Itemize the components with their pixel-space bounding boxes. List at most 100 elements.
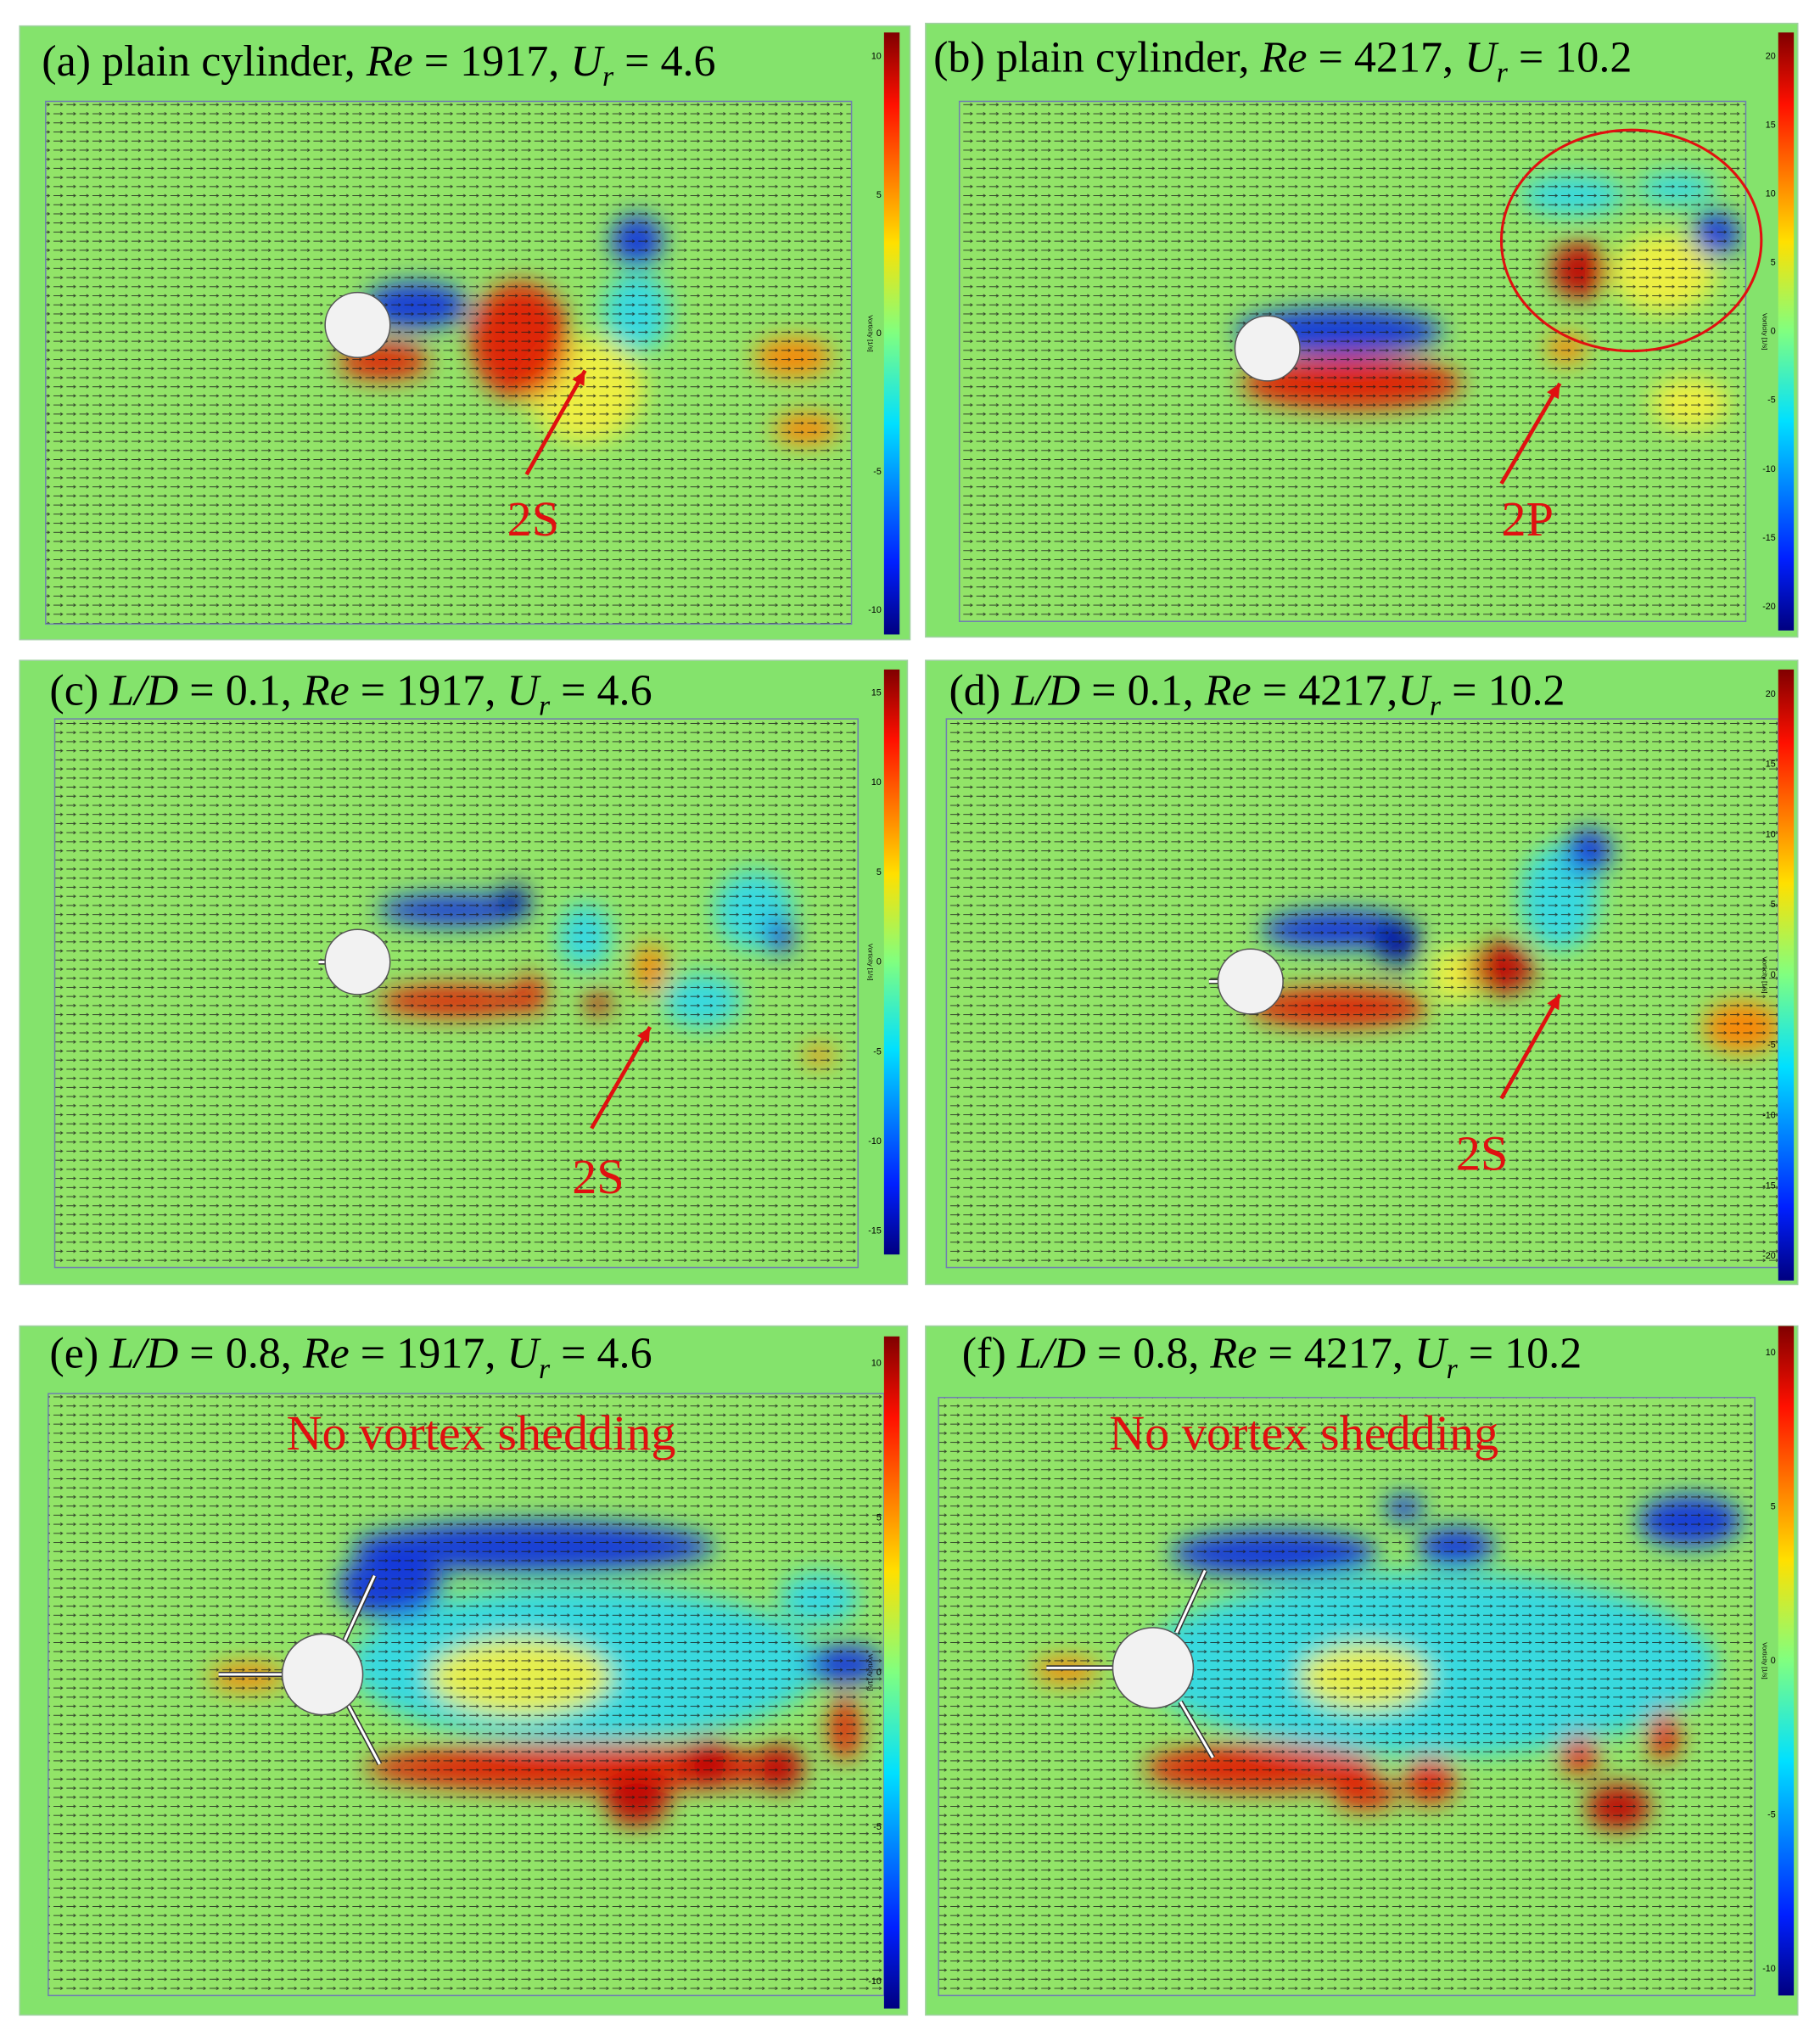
velocity-vectors <box>54 719 859 1268</box>
colorbar-tick-label: 20 <box>1766 52 1776 62</box>
colorbar-tick-label: -15 <box>868 1226 882 1236</box>
title-segment: = 4.6 <box>550 666 652 715</box>
arrow-shaft <box>1499 993 1562 1100</box>
vorticity-field <box>48 1393 884 1996</box>
colorbar-tick-label: -15 <box>1762 533 1776 543</box>
colorbar-tick-label: 10 <box>871 777 882 788</box>
velocity-vectors <box>938 1397 1756 1996</box>
colorbar-tick-label: -5 <box>1767 395 1776 406</box>
colorbar-tick-label: -5 <box>873 1822 882 1832</box>
panel: 15 10 5 0 -5 -10 -15 Vorticity [1/s] (c) L/D = 0… <box>19 659 909 1286</box>
colorbar-tick-label: -10 <box>868 605 882 615</box>
colorbar-tick-label: 0 <box>876 957 882 967</box>
cylinder <box>1112 1627 1195 1709</box>
vorticity-field <box>959 101 1746 622</box>
cylinder <box>324 291 391 359</box>
colorbar-tick-label: -5 <box>873 467 882 477</box>
colorbar-tick-label: 5 <box>1771 900 1776 910</box>
title-segment: U <box>1414 1330 1449 1378</box>
title-segment: (b) plain cylinder, <box>933 33 1260 81</box>
colorbar-tick-label: 20 <box>1766 689 1776 699</box>
title-segment: U <box>570 37 605 86</box>
colorbar-tick-label: 15 <box>871 688 882 698</box>
title-segment: U <box>507 666 541 715</box>
title-segment: = 4217, <box>1307 33 1464 81</box>
cylinder <box>1234 315 1301 382</box>
title-segment: = 4.6 <box>613 37 716 86</box>
plot-frame <box>53 718 859 1269</box>
colorbar-tick-label: 5 <box>1771 258 1776 268</box>
arrow-shaft <box>524 369 587 476</box>
colorbar <box>883 669 900 1255</box>
panel: 10 5 0 -5 -10 Vorticity [1/s] (e) L/D = 0.8, R… <box>19 1325 909 2016</box>
title-segment: L/D <box>1016 1330 1086 1378</box>
annotation: 2S <box>507 491 559 547</box>
colorbar-tick-label: -5 <box>1767 1809 1776 1820</box>
cylinder <box>1217 948 1284 1015</box>
colorbar-label: Vorticity [1/s] <box>1761 1642 1768 1679</box>
arrow-shaft <box>1499 382 1562 485</box>
colorbar-tick-label: 0 <box>1771 970 1776 980</box>
title-segment: r <box>1497 58 1509 89</box>
title-segment: (e) <box>49 1330 109 1378</box>
title-segment: = 10.2 <box>1441 666 1565 715</box>
title-segment: Re <box>302 1330 350 1378</box>
cylinder <box>324 928 391 995</box>
colorbar-tick-label: 5 <box>876 1513 882 1523</box>
title-segment: = 0.1, <box>1080 666 1205 715</box>
title-segment: r <box>1447 1354 1459 1385</box>
colorbar-tick-label: 0 <box>1771 327 1776 337</box>
title-segment: = 0.8, <box>1086 1330 1211 1378</box>
title-segment: Re <box>1204 666 1252 715</box>
colorbar-tick-label: 5 <box>1771 1502 1776 1512</box>
arrow-head <box>1547 383 1560 400</box>
colorbar <box>1778 32 1795 631</box>
title-segment: (c) <box>49 666 109 715</box>
title-segment: r <box>539 691 551 722</box>
title-segment: (f) <box>962 1330 1017 1378</box>
colorbar-tick-label: 10 <box>1766 189 1776 199</box>
title-segment: U <box>1397 666 1432 715</box>
splitter-plate <box>1179 1701 1214 1758</box>
annotation: 2S <box>572 1149 624 1204</box>
cylinder <box>281 1633 364 1716</box>
velocity-vectors <box>946 719 1778 1268</box>
highlight-ring <box>1499 128 1763 353</box>
colorbar-tick-label: 10 <box>871 52 882 62</box>
annotation: 2S <box>1456 1126 1508 1181</box>
panel: 20 15 10 5 0 -5 -10 -15 -20 Vorticity [1/s] (b) pl… <box>925 22 1799 638</box>
vorticity-field <box>946 719 1778 1268</box>
plot-frame <box>958 100 1747 622</box>
colorbar-tick-label: -20 <box>1762 1251 1776 1261</box>
colorbar-tick-label: 5 <box>876 867 882 878</box>
panel-title: (d) L/D = 0.1, Re = 4217,Ur = 10.2 <box>949 666 1565 721</box>
colorbar <box>883 1336 900 2009</box>
colorbar-tick-label: 10 <box>1766 829 1776 839</box>
panel: 20 15 10 5 0 -5 -10 -15 -20 Vorticity [1/s] (d) L/… <box>925 659 1799 1286</box>
title-segment: (d) <box>949 666 1011 715</box>
colorbar-tick-label: -15 <box>1762 1180 1776 1191</box>
title-segment: = 1917, <box>350 1330 507 1378</box>
colorbar-tick-label: 15 <box>1766 121 1776 131</box>
panel-title: (c) L/D = 0.1, Re = 1917, Ur = 4.6 <box>49 666 652 721</box>
colorbar-tick-label: 0 <box>1771 1656 1776 1666</box>
colorbar-label: Vorticity [1/s] <box>866 1654 874 1691</box>
title-segment: = 1917, <box>350 666 507 715</box>
colorbar-tick-label: 5 <box>876 190 882 200</box>
colorbar-tick-label: 15 <box>1766 760 1776 770</box>
colorbar-tick-label: -5 <box>873 1046 882 1057</box>
colorbar-tick-label: -10 <box>1762 1964 1776 1974</box>
colorbar-tick-label: 10 <box>871 1358 882 1368</box>
arrow-shaft <box>590 1026 652 1130</box>
colorbar-tick-label: -20 <box>1762 602 1776 612</box>
arrow-head <box>572 370 585 386</box>
title-segment: = 1917, <box>413 37 571 86</box>
velocity-vectors <box>48 1393 884 1996</box>
annotation: No vortex shedding <box>1109 1405 1498 1461</box>
title-segment: = 0.8, <box>178 1330 303 1378</box>
title-segment: r <box>539 1354 551 1385</box>
panel-title: (e) L/D = 0.8, Re = 1917, Ur = 4.6 <box>49 1330 652 1385</box>
title-segment: L/D <box>109 1330 178 1378</box>
